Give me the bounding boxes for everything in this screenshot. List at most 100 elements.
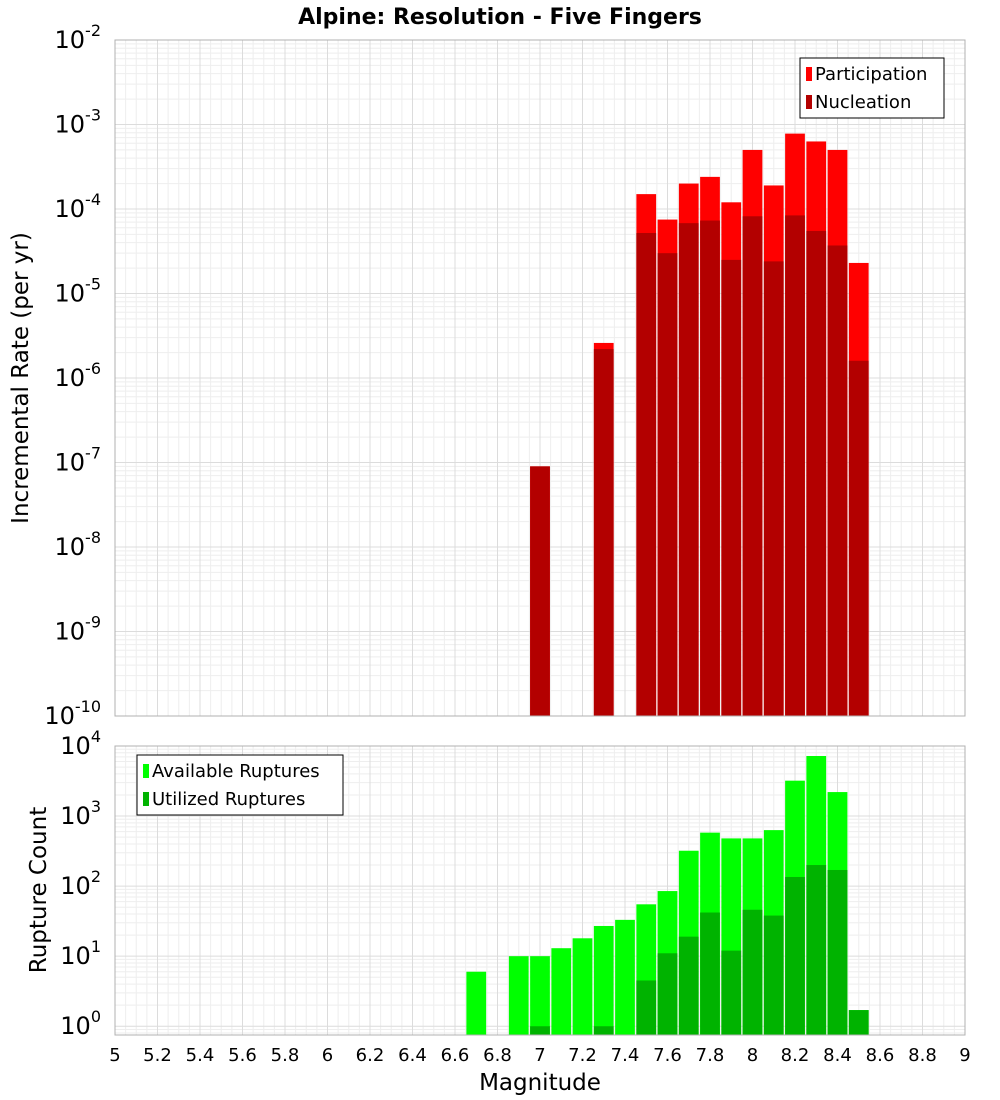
x-tick-label: 7.8	[696, 1045, 725, 1066]
bar-utilized-ruptures-8.2	[785, 876, 805, 1035]
legend-label: Participation	[815, 64, 927, 85]
y-tick-base: 10	[55, 533, 86, 561]
y-tick-base: 10	[55, 449, 86, 477]
legend-box	[136, 754, 344, 816]
y-tick-exponent: -10	[75, 697, 101, 716]
y-tick-exponent: -9	[85, 613, 101, 632]
legend-swatch	[806, 95, 812, 109]
y-tick-base: 10	[55, 280, 86, 308]
x-tick-label: 5.2	[143, 1045, 172, 1066]
x-tick-label: 7.4	[611, 1045, 640, 1066]
bar-available-ruptures-6.7	[466, 971, 487, 1035]
y-tick-label: 104	[60, 727, 101, 760]
bar-nucleation-8	[742, 216, 763, 717]
y-tick-exponent: -2	[85, 21, 101, 40]
x-tick-label: 8.6	[866, 1045, 895, 1066]
y-tick-exponent: 2	[91, 867, 101, 886]
bar-utilized-ruptures-8.1	[763, 915, 784, 1035]
bar-utilized-ruptures-7	[530, 1026, 550, 1035]
y-tick-base: 10	[55, 364, 86, 392]
bar-available-ruptures-6.9	[508, 956, 529, 1035]
bar-available-ruptures-7.1	[551, 948, 572, 1035]
bar-utilized-ruptures-7.7	[678, 936, 699, 1035]
y-tick-base: 10	[60, 732, 91, 760]
y-tick-exponent: 3	[91, 797, 101, 816]
bar-nucleation-8.3	[806, 230, 827, 717]
y-tick-label: 10-5	[55, 275, 102, 308]
bars-1	[466, 755, 869, 1035]
y-tick-label: 10-2	[55, 21, 102, 54]
bar-available-ruptures-7.2	[572, 938, 593, 1035]
bar-utilized-ruptures-7.5	[636, 980, 657, 1035]
bar-utilized-ruptures-7.3	[593, 1026, 614, 1035]
bottom-y-axis-label: Rupture Count	[26, 807, 52, 973]
x-tick-label: 8.8	[908, 1045, 937, 1066]
y-tick-base: 10	[55, 618, 86, 646]
y-tick-label: 101	[60, 937, 101, 970]
x-tick-label: 5.6	[228, 1045, 257, 1066]
y-tick-label: 102	[60, 867, 101, 900]
legend-swatch	[143, 792, 149, 806]
legend-swatch	[143, 764, 149, 778]
y-tick-exponent: -5	[85, 275, 101, 294]
y-tick-exponent: 4	[91, 727, 101, 746]
x-tick-label: 6.4	[398, 1045, 427, 1066]
y-tick-exponent: 0	[91, 1007, 101, 1026]
x-tick-label: 5.8	[271, 1045, 300, 1066]
bars-0	[530, 133, 869, 717]
y-tick-label: 10-10	[44, 697, 101, 730]
series-nucleation	[530, 215, 869, 717]
y-tick-base: 10	[60, 1012, 91, 1040]
bar-nucleation-8.2	[785, 215, 805, 716]
y-tick-label: 10-3	[55, 106, 102, 139]
y-tick-base: 10	[60, 872, 91, 900]
x-axis-label: Magnitude	[479, 1070, 601, 1096]
top-plot-area: 10-1010-910-810-710-610-510-410-310-2Par…	[44, 21, 966, 730]
x-tick-label: 7.2	[568, 1045, 597, 1066]
legend-label: Available Ruptures	[152, 761, 320, 782]
bar-utilized-ruptures-8.4	[827, 869, 848, 1035]
y-tick-base: 10	[55, 111, 86, 139]
plot-frame-1	[114, 745, 966, 1036]
y-tick-base: 10	[60, 802, 91, 830]
x-tick-label: 6	[322, 1045, 333, 1066]
bar-nucleation-7.7	[678, 223, 699, 716]
bar-nucleation-7	[530, 466, 550, 716]
x-tick-label: 5	[109, 1045, 120, 1066]
y-tick-label: 10-4	[55, 190, 102, 223]
x-tick-label: 8.4	[823, 1045, 852, 1066]
bar-nucleation-8.4	[827, 245, 848, 717]
y-tick-exponent: 1	[91, 937, 101, 956]
y-tick-exponent: -4	[85, 190, 101, 209]
legend-label: Nucleation	[815, 92, 911, 113]
series-utilized-ruptures	[530, 865, 869, 1035]
y-tick-exponent: -7	[85, 444, 101, 463]
y-tick-exponent: -8	[85, 528, 101, 547]
y-tick-label: 10-7	[55, 444, 102, 477]
bar-utilized-ruptures-7.8	[700, 912, 720, 1035]
bar-nucleation-7.6	[657, 253, 678, 716]
legend-box	[799, 57, 945, 119]
x-tick-label: 7	[534, 1045, 545, 1066]
bar-nucleation-7.5	[636, 232, 657, 716]
legend-1: Available Ruptures Utilized Ruptures	[136, 754, 344, 816]
y-tick-label: 103	[60, 797, 101, 830]
bar-nucleation-7.9	[721, 259, 742, 716]
top-y-axis-label: Incremental Rate (per yr)	[8, 232, 34, 524]
y-tick-base: 10	[60, 942, 91, 970]
y-tick-exponent: -6	[85, 359, 101, 378]
bar-utilized-ruptures-8.5	[848, 1010, 869, 1035]
chart-title: Alpine: Resolution - Five Fingers	[298, 5, 702, 30]
y-tick-base: 10	[55, 26, 86, 54]
bar-available-ruptures-7.4	[615, 919, 635, 1035]
legend-label: Utilized Ruptures	[152, 789, 305, 810]
bar-nucleation-8.5	[848, 360, 869, 716]
bar-utilized-ruptures-8	[742, 909, 763, 1035]
x-tick-label: 7.6	[653, 1045, 682, 1066]
bar-nucleation-7.8	[700, 220, 720, 716]
